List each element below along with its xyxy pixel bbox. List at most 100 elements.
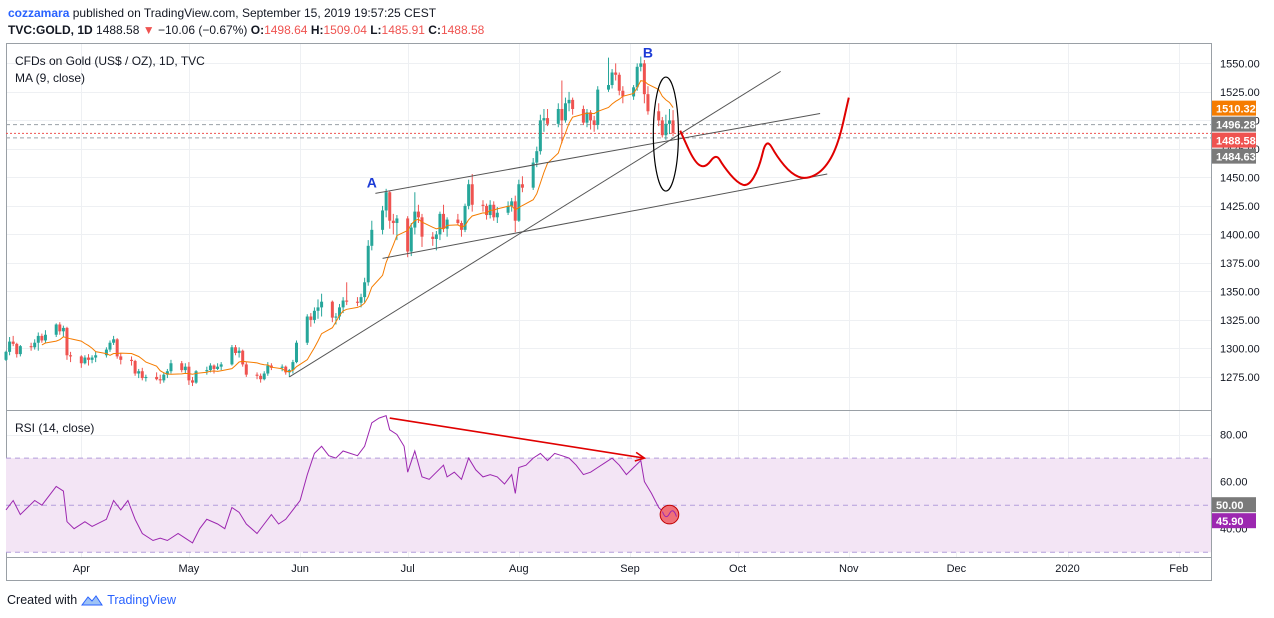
candle-body[interactable] [284,366,288,373]
candle-body[interactable] [416,211,420,218]
candle[interactable] [219,362,223,371]
candle-body[interactable] [413,211,417,228]
candle-body[interactable] [320,301,324,308]
candle-body[interactable] [660,120,664,136]
candle[interactable] [413,192,417,235]
trendline[interactable] [375,113,821,194]
candle-body[interactable] [366,245,370,283]
candle-body[interactable] [169,363,173,372]
candle-body[interactable] [216,366,220,369]
candle[interactable] [581,105,585,125]
candle-body[interactable] [341,300,345,308]
candle[interactable] [481,200,485,212]
candle[interactable] [244,362,248,377]
candle-body[interactable] [657,111,661,121]
candle-body[interactable] [438,213,442,235]
candle-body[interactable] [456,219,460,224]
candle-body[interactable] [90,357,94,360]
candle-body[interactable] [617,74,621,91]
candle-body[interactable] [79,356,83,364]
candle[interactable] [90,355,94,364]
candle-body[interactable] [642,63,646,95]
candle-body[interactable] [592,120,596,125]
candle[interactable] [158,374,162,384]
candle-body[interactable] [280,366,284,368]
candle[interactable] [144,374,148,382]
candle-body[interactable] [234,347,238,353]
candle[interactable] [442,204,446,233]
candle[interactable] [495,207,499,224]
candle-body[interactable] [305,316,309,343]
candle[interactable] [216,363,220,371]
candle[interactable] [381,205,385,235]
candle-body[interactable] [485,205,489,216]
candle-body[interactable] [409,227,413,252]
candle[interactable] [660,116,664,138]
candle[interactable] [169,359,173,374]
candle[interactable] [309,313,313,327]
candle[interactable] [190,376,194,387]
candle[interactable] [563,97,567,123]
candle-body[interactable] [54,324,58,335]
candle[interactable] [320,293,324,317]
candle-body[interactable] [388,192,392,221]
candle-body[interactable] [395,218,399,224]
candle-body[interactable] [596,89,600,125]
candle-body[interactable] [442,213,446,229]
candle[interactable] [212,364,216,374]
divergence-arrow[interactable] [389,417,645,459]
candle[interactable] [83,355,87,365]
candle-body[interactable] [520,184,524,188]
candle[interactable] [58,322,62,335]
candle-body[interactable] [517,184,521,221]
candle[interactable] [155,372,159,381]
candle-body[interactable] [262,373,266,380]
candle[interactable] [366,240,370,286]
candle-body[interactable] [8,341,12,352]
candle-body[interactable] [567,99,571,104]
candle-body[interactable] [266,365,270,374]
candle[interactable] [571,97,575,115]
candle[interactable] [316,299,320,319]
candle-body[interactable] [43,334,47,341]
candle[interactable] [104,347,108,358]
candle[interactable] [266,362,270,376]
candle-body[interactable] [664,123,668,136]
candle-body[interactable] [632,87,636,97]
candle[interactable] [363,277,367,303]
candle-body[interactable] [104,349,108,356]
candle-body[interactable] [355,301,359,303]
candle-body[interactable] [481,204,485,206]
candle[interactable] [391,213,395,235]
candle[interactable] [79,355,83,368]
candle[interactable] [664,114,668,140]
candle[interactable] [40,333,44,343]
candle[interactable] [463,203,467,233]
candle[interactable] [639,56,643,72]
candle[interactable] [556,103,560,128]
candle[interactable] [610,69,614,89]
candle-body[interactable] [345,300,349,302]
candle[interactable] [36,332,40,351]
candle-body[interactable] [212,365,216,369]
candle-body[interactable] [230,347,234,365]
candle-body[interactable] [463,205,467,230]
candle[interactable] [621,86,625,104]
candle-body[interactable] [420,217,424,237]
candle-body[interactable] [208,365,212,371]
candle-body[interactable] [381,210,385,230]
candle[interactable] [520,176,524,193]
candle[interactable] [94,351,98,363]
candle-body[interactable] [15,343,19,355]
candle[interactable] [646,86,650,115]
candle[interactable] [194,370,198,384]
candle-body[interactable] [434,234,438,239]
candle[interactable] [438,211,442,241]
candle-body[interactable] [495,212,499,218]
candle[interactable] [614,63,618,81]
candle-body[interactable] [370,229,374,246]
candle[interactable] [434,230,438,251]
candle-body[interactable] [338,307,342,317]
candle[interactable] [388,191,392,229]
candle-body[interactable] [391,220,395,224]
